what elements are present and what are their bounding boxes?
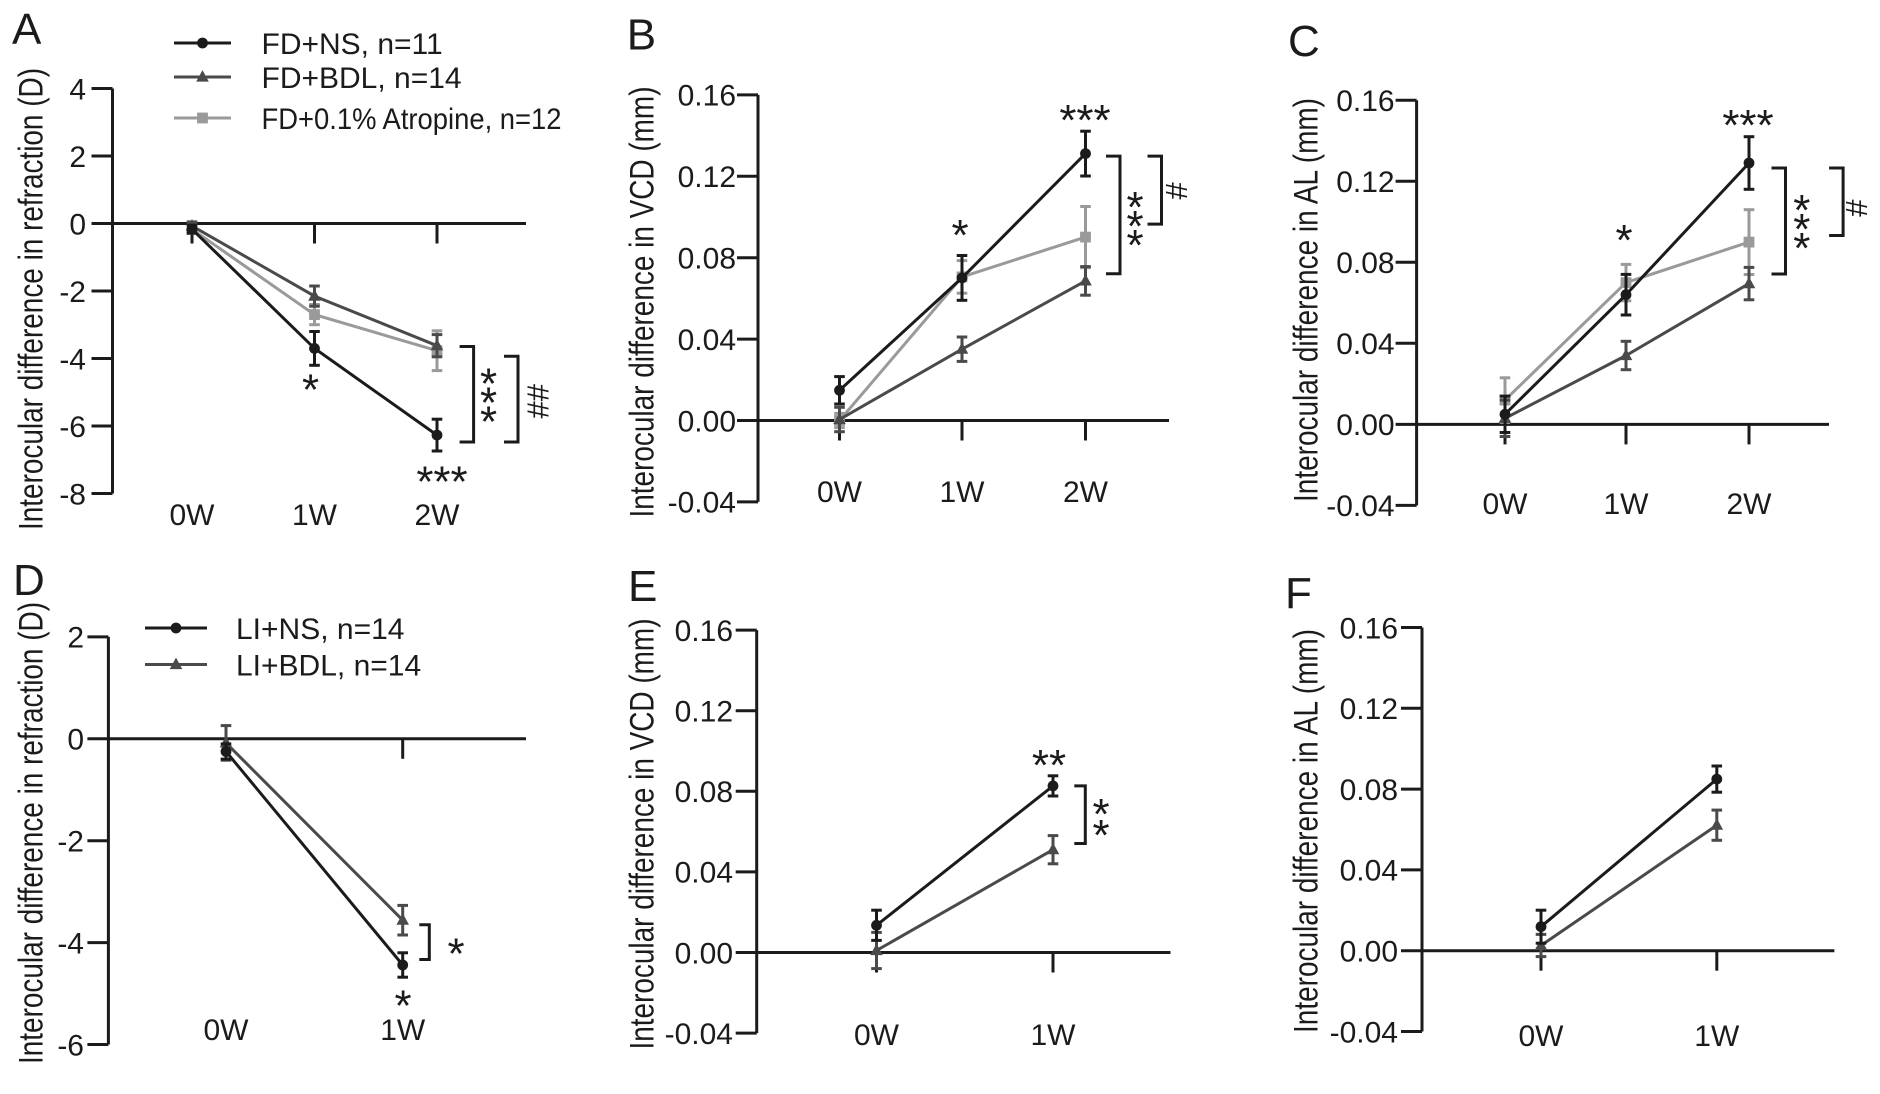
svg-text:0.12: 0.12	[1336, 166, 1394, 199]
svg-text:2W: 2W	[415, 499, 461, 532]
svg-text:1W: 1W	[380, 1014, 426, 1047]
svg-text:0W: 0W	[1519, 1020, 1565, 1053]
svg-text:1W: 1W	[940, 476, 986, 509]
svg-text:D: D	[13, 556, 45, 605]
svg-text:0.08: 0.08	[678, 243, 736, 276]
svg-text:Interocular difference in VCD: Interocular difference in VCD (mm)	[623, 87, 661, 518]
svg-text:-6: -6	[59, 411, 86, 444]
svg-text:#: #	[1839, 199, 1874, 217]
svg-text:LI+NS, n=14: LI+NS, n=14	[236, 613, 404, 646]
svg-text:0W: 0W	[1483, 488, 1529, 521]
svg-text:-0.04: -0.04	[1330, 1016, 1398, 1049]
svg-text:0.12: 0.12	[678, 161, 736, 194]
svg-text:**: **	[1032, 741, 1066, 790]
svg-text:*: *	[480, 398, 497, 447]
svg-text:***: ***	[1059, 96, 1110, 145]
svg-text:0.16: 0.16	[678, 80, 736, 113]
svg-text:C: C	[1288, 17, 1320, 66]
svg-text:-6: -6	[57, 1029, 84, 1062]
svg-text:*: *	[1793, 224, 1810, 273]
svg-text:4: 4	[69, 73, 86, 106]
svg-text:0.16: 0.16	[1340, 612, 1398, 645]
svg-text:F: F	[1285, 569, 1312, 618]
svg-text:-8: -8	[59, 478, 86, 511]
svg-text:0.08: 0.08	[1340, 774, 1398, 807]
svg-text:-2: -2	[57, 826, 84, 859]
svg-text:0.04: 0.04	[678, 324, 736, 357]
svg-text:Interocular difference in VCD: Interocular difference in VCD (mm)	[623, 619, 661, 1050]
svg-text:-2: -2	[59, 276, 86, 309]
svg-text:*: *	[1126, 183, 1143, 232]
svg-text:FD+0.1% Atropine, n=12: FD+0.1% Atropine, n=12	[262, 103, 562, 136]
svg-text:2W: 2W	[1063, 476, 1109, 509]
svg-text:Interocular difference in refr: Interocular difference in refraction (D)	[13, 602, 51, 1064]
svg-text:0.00: 0.00	[1340, 936, 1398, 969]
svg-text:*: *	[394, 982, 411, 1031]
svg-text:*: *	[480, 360, 497, 409]
svg-text:B: B	[627, 11, 656, 60]
svg-text:0.08: 0.08	[675, 776, 733, 809]
svg-text:-0.04: -0.04	[1326, 490, 1394, 523]
svg-text:0W: 0W	[854, 1019, 900, 1052]
svg-text:FD+BDL, n=14: FD+BDL, n=14	[262, 62, 462, 95]
svg-text:0: 0	[67, 724, 84, 757]
svg-text:2: 2	[69, 141, 86, 174]
svg-text:*: *	[480, 379, 497, 428]
svg-text:0W: 0W	[817, 476, 863, 509]
svg-text:##: ##	[521, 383, 556, 418]
svg-text:0.16: 0.16	[675, 615, 733, 648]
svg-text:0.12: 0.12	[1340, 693, 1398, 726]
svg-text:-0.04: -0.04	[665, 1018, 733, 1051]
svg-text:LI+BDL, n=14: LI+BDL, n=14	[236, 649, 421, 682]
svg-text:0W: 0W	[204, 1014, 250, 1047]
svg-text:*: *	[447, 930, 464, 979]
svg-text:1W: 1W	[1031, 1019, 1077, 1052]
svg-text:*: *	[951, 211, 968, 260]
svg-text:0: 0	[69, 208, 86, 241]
svg-text:FD+NS, n=11: FD+NS, n=11	[262, 28, 443, 61]
svg-text:Interocular difference in AL (: Interocular difference in AL (mm)	[1288, 629, 1326, 1033]
svg-text:0.04: 0.04	[675, 857, 733, 890]
svg-text:0.12: 0.12	[675, 696, 733, 729]
svg-text:A: A	[12, 5, 42, 54]
svg-text:Interocular difference in refr: Interocular difference in refraction (D)	[13, 68, 51, 530]
svg-text:2W: 2W	[1727, 488, 1773, 521]
svg-text:***: ***	[416, 458, 467, 507]
svg-text:*: *	[1126, 221, 1143, 270]
svg-text:0.00: 0.00	[1336, 409, 1394, 442]
svg-text:0.16: 0.16	[1336, 85, 1394, 118]
svg-text:*: *	[1793, 205, 1810, 254]
svg-text:0W: 0W	[170, 499, 216, 532]
svg-text:1W: 1W	[292, 499, 338, 532]
svg-text:Interocular difference in AL (: Interocular difference in AL (mm)	[1288, 98, 1326, 502]
svg-text:1W: 1W	[1604, 488, 1650, 521]
svg-text:*: *	[1793, 186, 1810, 235]
svg-text:*: *	[1126, 202, 1143, 251]
svg-text:0.00: 0.00	[675, 937, 733, 970]
svg-text:-4: -4	[57, 927, 84, 960]
svg-text:0.00: 0.00	[678, 405, 736, 438]
svg-text:#: #	[1159, 182, 1194, 200]
svg-text:E: E	[628, 562, 657, 611]
svg-text:*: *	[302, 366, 319, 415]
svg-text:0.08: 0.08	[1336, 247, 1394, 280]
svg-text:*: *	[1092, 790, 1109, 839]
svg-text:0.04: 0.04	[1340, 855, 1398, 888]
svg-text:-0.04: -0.04	[668, 487, 736, 520]
svg-text:-4: -4	[59, 343, 86, 376]
svg-text:1W: 1W	[1694, 1020, 1740, 1053]
svg-text:*: *	[1615, 216, 1632, 265]
svg-text:***: ***	[1722, 101, 1773, 150]
svg-text:2: 2	[67, 622, 84, 655]
svg-text:*: *	[1092, 811, 1109, 860]
svg-text:0.04: 0.04	[1336, 328, 1394, 361]
